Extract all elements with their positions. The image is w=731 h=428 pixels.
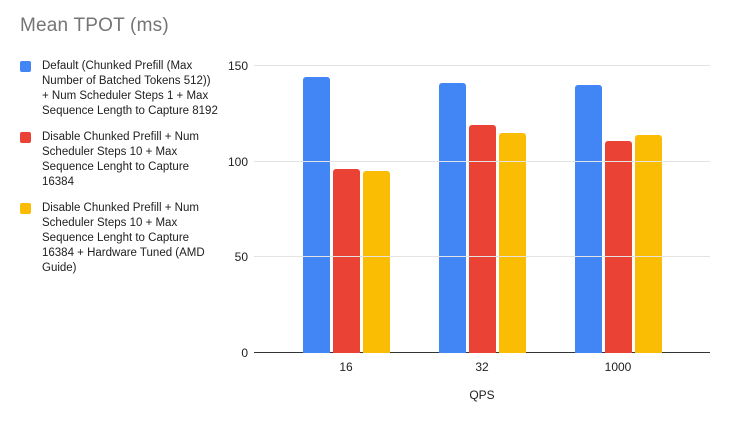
bar-group-qps-1000 <box>550 56 686 353</box>
bar-series3-qps-1000 <box>634 134 662 353</box>
bar-groups-container <box>278 56 686 353</box>
legend: Default (Chunked Prefill (Max Number of … <box>20 59 220 276</box>
legend-swatch-icon <box>20 61 31 72</box>
y-tick-label-0: 0 <box>241 346 248 360</box>
bar-series2-qps-1000 <box>604 140 632 353</box>
chart-title: Mean TPOT (ms) <box>20 15 169 36</box>
legend-swatch-icon <box>20 203 31 214</box>
legend-item-series2: Disable Chunked Prefill + Num Scheduler … <box>20 130 220 190</box>
gridline-150 <box>254 65 710 66</box>
y-tick-label-100: 100 <box>227 154 248 169</box>
legend-label: Disable Chunked Prefill + Num Scheduler … <box>42 202 205 274</box>
bar-group-qps-16 <box>278 56 414 353</box>
legend-item-series1: Default (Chunked Prefill (Max Number of … <box>20 59 220 119</box>
bar-series1-qps-16 <box>302 77 330 353</box>
legend-label: Default (Chunked Prefill (Max Number of … <box>42 60 218 117</box>
bar-series2-qps-32 <box>468 125 496 353</box>
legend-label: Disable Chunked Prefill + Num Scheduler … <box>42 131 199 188</box>
bar-series2-qps-16 <box>332 169 360 353</box>
x-category-label-1000: 1000 <box>604 360 632 374</box>
bar-series3-qps-16 <box>362 171 390 353</box>
legend-swatch-icon <box>20 132 31 143</box>
x-category-label-32: 32 <box>475 360 489 374</box>
x-category-label-16: 16 <box>339 360 353 374</box>
bar-series3-qps-32 <box>498 132 526 353</box>
plot-area <box>254 56 710 353</box>
bar-series1-qps-32 <box>438 83 466 353</box>
y-tick-label-150: 150 <box>227 59 248 73</box>
bar-group-qps-32 <box>414 56 550 353</box>
bar-series1-qps-1000 <box>574 85 602 353</box>
gridline-100 <box>254 160 710 162</box>
x-axis-title: QPS <box>469 388 495 402</box>
y-tick-label-50: 50 <box>234 250 248 265</box>
gridline-50 <box>254 256 710 258</box>
legend-item-series3: Disable Chunked Prefill + Num Scheduler … <box>20 201 220 276</box>
